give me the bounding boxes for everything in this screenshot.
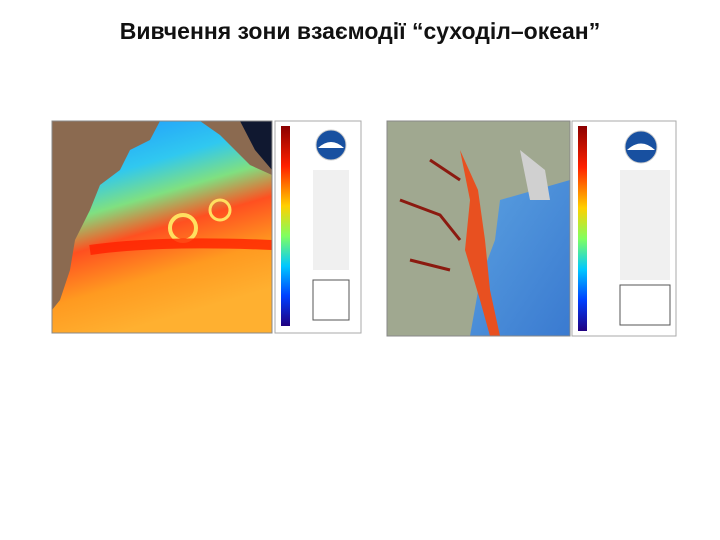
legend-panel-right bbox=[571, 120, 677, 337]
sst-map-left bbox=[51, 120, 273, 334]
slide-title: Вивчення зони взаємодії “суходіл–океан” bbox=[119, 18, 601, 44]
sst-map-right bbox=[386, 120, 571, 337]
legend-panel-left bbox=[274, 120, 362, 334]
